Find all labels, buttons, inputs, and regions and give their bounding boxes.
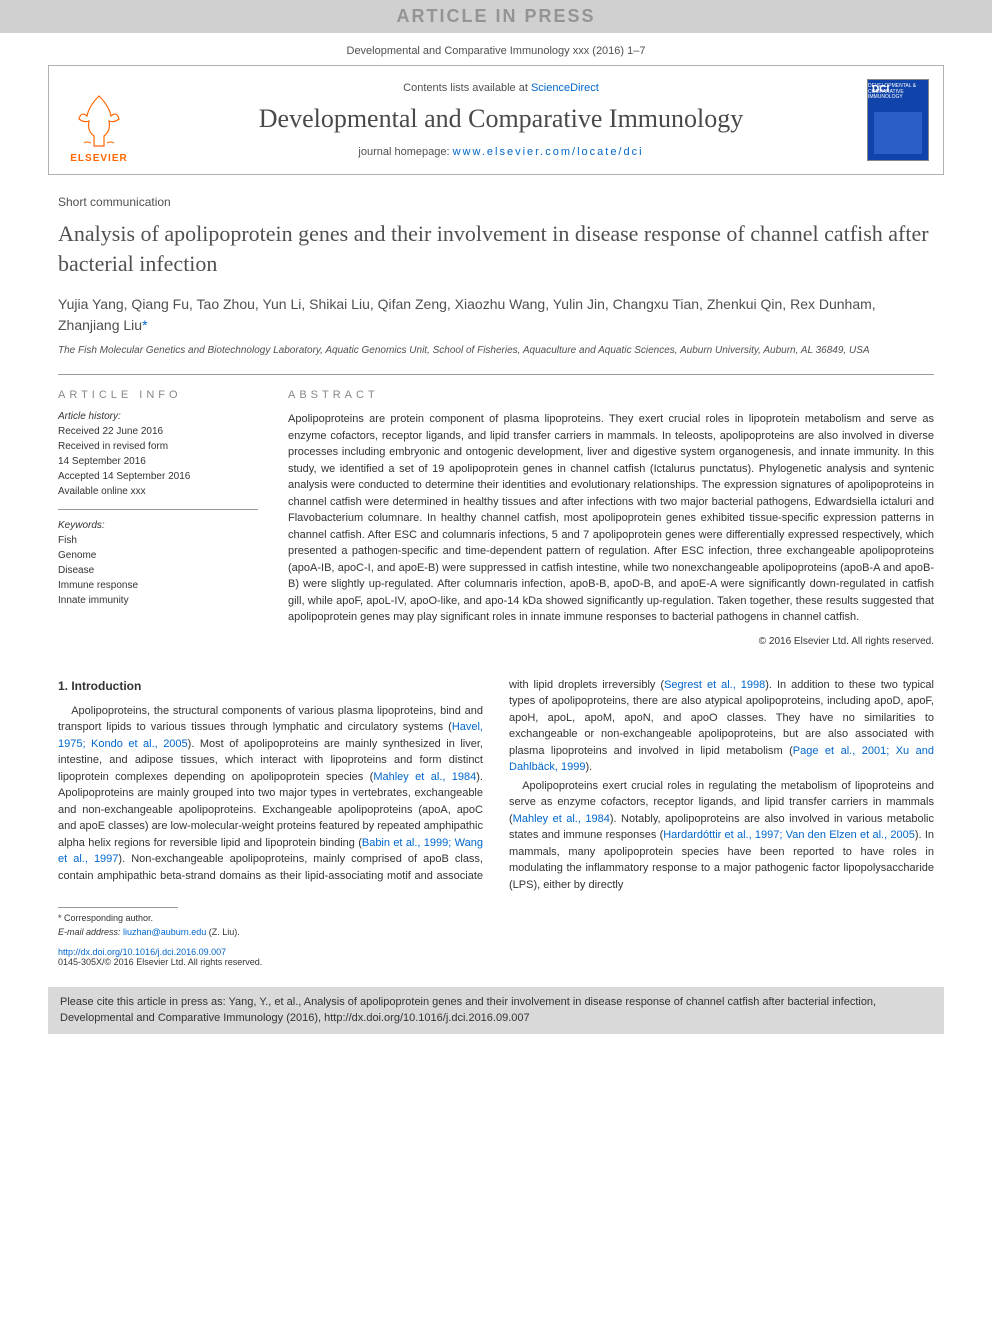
corresponding-footnote: * Corresponding author. E-mail address: … [0, 912, 992, 939]
journal-title: Developmental and Comparative Immunology [155, 104, 847, 134]
history-line: Accepted 14 September 2016 [58, 469, 258, 484]
contents-line: Contents lists available at ScienceDirec… [155, 82, 847, 94]
affiliation: The Fish Molecular Genetics and Biotechn… [58, 344, 934, 358]
citation-link[interactable]: Mahley et al., 1984 [513, 813, 610, 825]
keyword: Fish [58, 533, 258, 548]
keyword: Genome [58, 548, 258, 563]
body-columns: 1. Introduction Apolipoproteins, the str… [58, 677, 934, 894]
authors-list: Yujia Yang, Qiang Fu, Tao Zhou, Yun Li, … [58, 294, 934, 336]
keywords-block: Keywords: Fish Genome Disease Immune res… [58, 520, 258, 618]
article-history-block: Article history: Received 22 June 2016 R… [58, 411, 258, 510]
keyword: Disease [58, 563, 258, 578]
article-info-head: ARTICLE INFO [58, 389, 258, 401]
header-center: Contents lists available at ScienceDirec… [155, 82, 847, 158]
homepage-link[interactable]: www.elsevier.com/locate/dci [453, 146, 644, 158]
keyword: Innate immunity [58, 593, 258, 608]
elsevier-text: ELSEVIER [70, 153, 127, 164]
citation-box: Please cite this article in press as: Ya… [48, 987, 944, 1034]
intro-paragraph-2: Apolipoproteins exert crucial roles in r… [509, 778, 934, 894]
history-line: Available online xxx [58, 484, 258, 499]
keywords-label: Keywords: [58, 520, 258, 531]
email-line: E-mail address: liuzhan@auburn.edu (Z. L… [58, 926, 934, 940]
abstract-text: Apolipoproteins are protein component of… [288, 411, 934, 626]
email-label: E-mail address: [58, 927, 123, 937]
footnote-separator [58, 907, 178, 908]
doi-link[interactable]: http://dx.doi.org/10.1016/j.dci.2016.09.… [58, 947, 934, 957]
journal-reference: Developmental and Comparative Immunology… [0, 33, 992, 65]
history-line: Received in revised form [58, 439, 258, 454]
history-line: Received 22 June 2016 [58, 424, 258, 439]
abstract-head: ABSTRACT [288, 389, 934, 401]
citation-link[interactable]: Hardardóttir et al., 1997; Van den Elzen… [663, 829, 915, 841]
abstract-column: ABSTRACT Apolipoproteins are protein com… [288, 389, 934, 647]
info-abstract-row: ARTICLE INFO Article history: Received 2… [58, 374, 934, 647]
elsevier-logo[interactable]: ELSEVIER [63, 76, 135, 164]
sciencedirect-link[interactable]: ScienceDirect [531, 82, 599, 94]
email-suffix: (Z. Liu). [206, 927, 240, 937]
email-link[interactable]: liuzhan@auburn.edu [123, 927, 206, 937]
homepage-line: journal homepage: www.elsevier.com/locat… [155, 146, 847, 158]
elsevier-tree-icon [69, 91, 129, 151]
journal-cover-thumbnail[interactable]: DCI DEVELOPMENTAL & COMPARATIVE IMMUNOLO… [867, 79, 929, 161]
corresponding-author-label: * Corresponding author. [58, 912, 934, 926]
contents-prefix: Contents lists available at [403, 82, 531, 94]
section-heading: 1. Introduction [58, 677, 483, 695]
text: ). [585, 761, 592, 773]
abstract-copyright: © 2016 Elsevier Ltd. All rights reserved… [288, 636, 934, 647]
article-in-press-banner: ARTICLE IN PRESS [0, 0, 992, 33]
issn-copyright: 0145-305X/© 2016 Elsevier Ltd. All right… [58, 957, 934, 967]
article-type: Short communication [58, 195, 934, 209]
history-label: Article history: [58, 411, 258, 422]
journal-header-box: ELSEVIER Contents lists available at Sci… [48, 65, 944, 175]
authors-text: Yujia Yang, Qiang Fu, Tao Zhou, Yun Li, … [58, 296, 876, 333]
homepage-prefix: journal homepage: [358, 146, 452, 158]
citation-link[interactable]: Mahley et al., 1984 [373, 771, 476, 783]
article-info-column: ARTICLE INFO Article history: Received 2… [58, 389, 258, 647]
citation-link[interactable]: Segrest et al., 1998 [664, 679, 765, 691]
doi-block: http://dx.doi.org/10.1016/j.dci.2016.09.… [0, 939, 992, 981]
corresponding-mark: * [142, 317, 147, 333]
cover-image-icon [874, 112, 922, 154]
keyword: Immune response [58, 578, 258, 593]
text: Apolipoproteins, the structural componen… [58, 705, 483, 734]
cover-subtitle: DEVELOPMENTAL & COMPARATIVE IMMUNOLOGY [868, 84, 926, 101]
article-title: Analysis of apolipoprotein genes and the… [58, 219, 934, 278]
history-line: 14 September 2016 [58, 454, 258, 469]
